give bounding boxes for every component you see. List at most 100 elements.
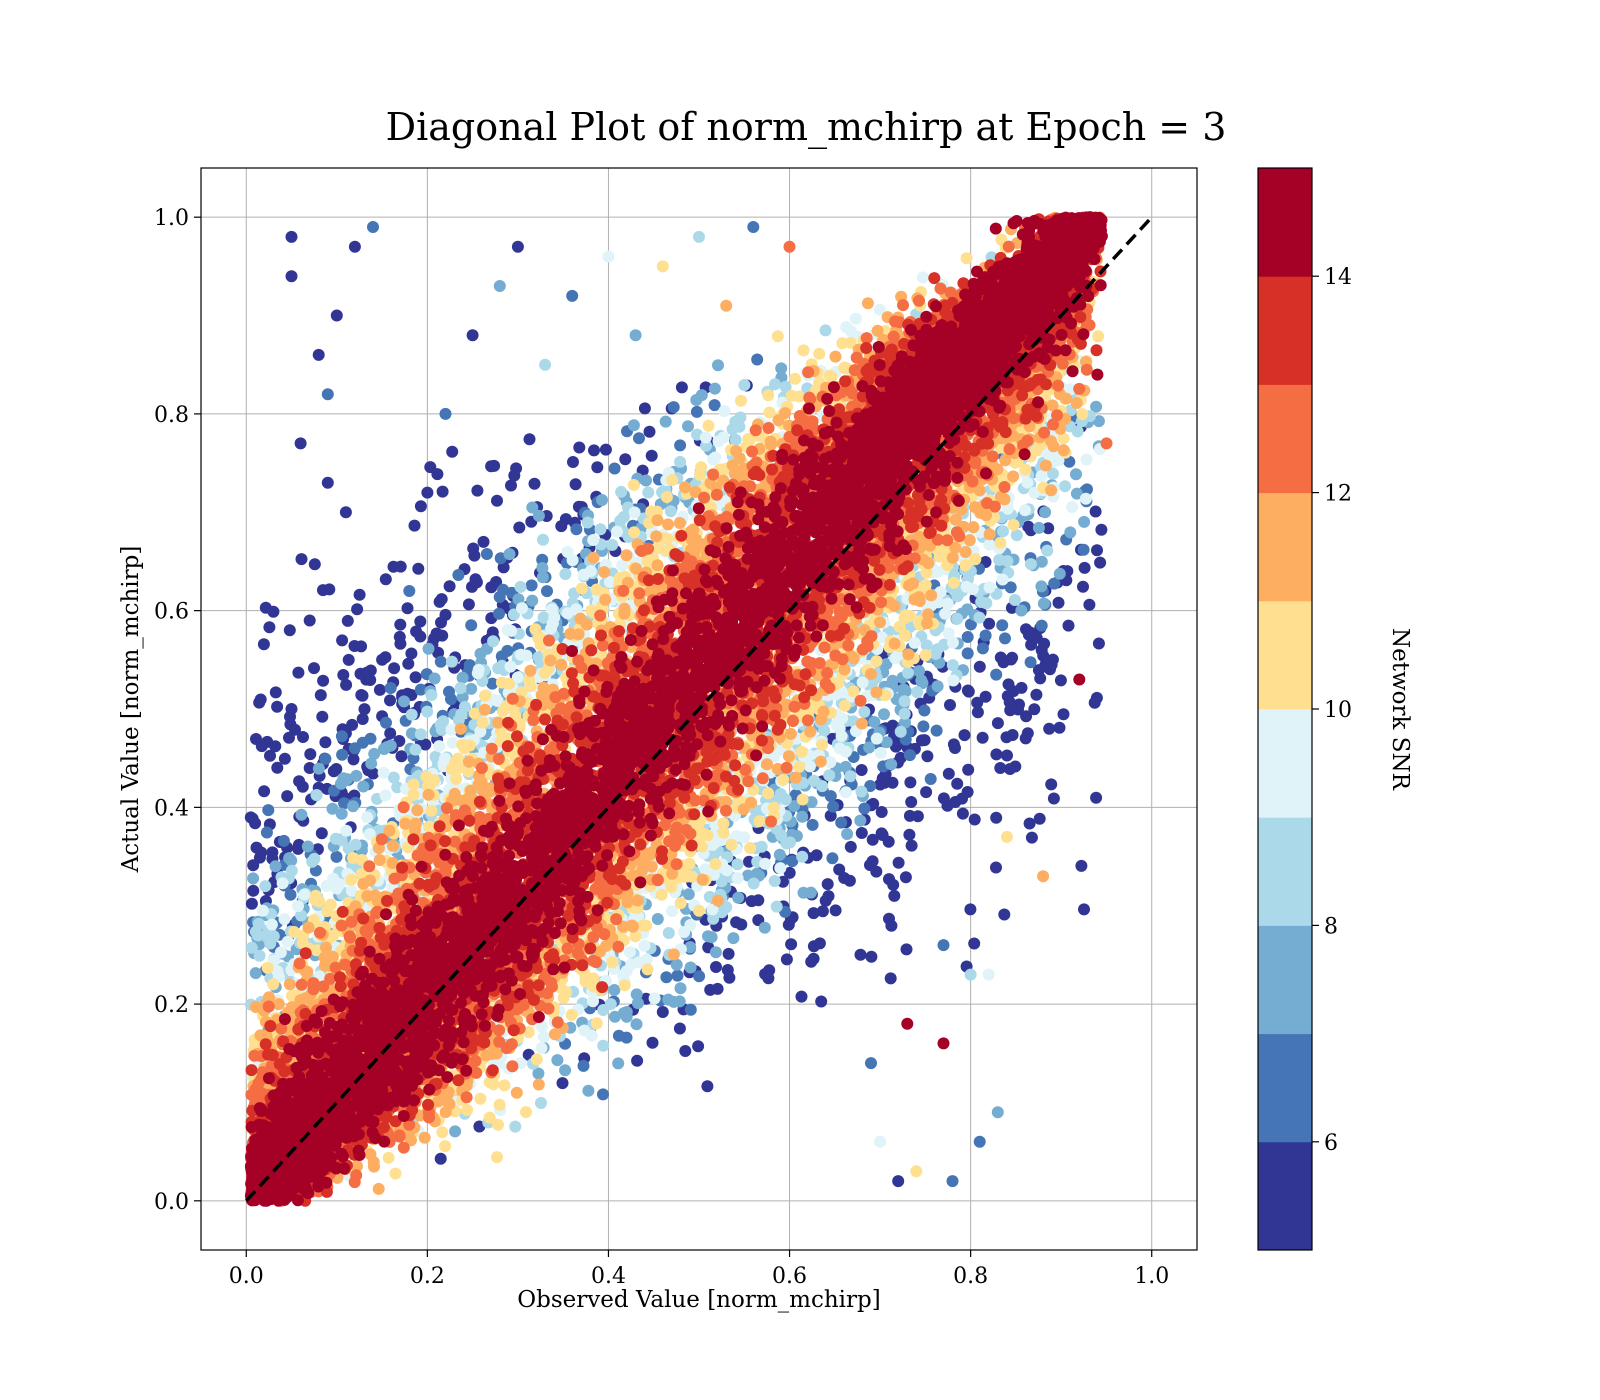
scatter-point xyxy=(498,1079,511,1092)
scatter-point xyxy=(696,873,709,886)
scatter-point xyxy=(619,453,632,466)
scatter-point xyxy=(314,689,327,702)
scatter-point xyxy=(793,760,806,773)
scatter-point xyxy=(577,1059,590,1072)
scatter-point xyxy=(976,642,989,655)
scatter-point xyxy=(646,1036,659,1049)
scatter-point xyxy=(990,811,1003,824)
scatter-point xyxy=(870,655,883,668)
scatter-point xyxy=(666,474,679,487)
scatter-point xyxy=(962,763,975,776)
scatter-point xyxy=(684,1003,697,1016)
scatter-point xyxy=(1053,567,1066,580)
scatter-point xyxy=(818,724,831,737)
scatter-point xyxy=(263,621,276,634)
scatter-point xyxy=(436,485,449,498)
scatter-point xyxy=(944,699,956,711)
scatter-point xyxy=(690,405,703,418)
scatter-point xyxy=(1005,653,1017,666)
scatter-point xyxy=(1063,455,1076,468)
scatter-point xyxy=(810,849,823,862)
scatter-point xyxy=(560,986,573,999)
scatter-point xyxy=(718,405,731,418)
scatter-point xyxy=(422,642,435,655)
scatter-point xyxy=(971,706,984,719)
scatter-point xyxy=(904,776,917,789)
scatter-point xyxy=(1023,817,1036,830)
scatter-point xyxy=(271,761,284,774)
scatter-point xyxy=(656,1006,669,1018)
scatter-point xyxy=(674,439,687,452)
scatter-point xyxy=(335,807,348,820)
scatter-point xyxy=(1045,778,1058,791)
scatter-point xyxy=(755,840,768,853)
scatter-point xyxy=(684,941,697,954)
scatter-point xyxy=(582,1084,595,1097)
scatter-point xyxy=(559,568,572,580)
scatter-point xyxy=(304,748,317,761)
scatter-point xyxy=(1079,492,1092,505)
scatter-point xyxy=(520,1106,532,1119)
scatter-point xyxy=(564,627,577,640)
scatter-point xyxy=(340,773,353,786)
scatter-point xyxy=(458,701,471,713)
scatter-point xyxy=(743,855,755,868)
scatter-point xyxy=(1024,656,1037,669)
scatter-point xyxy=(479,689,492,702)
scatter-point xyxy=(565,1008,578,1021)
scatter-point xyxy=(667,401,680,414)
scatter-point xyxy=(411,804,424,817)
scatter-point xyxy=(990,861,1002,874)
scatter-point xyxy=(1092,415,1105,428)
scatter-point xyxy=(920,786,933,799)
scatter-point xyxy=(907,577,920,590)
scatter-point xyxy=(702,419,715,432)
scatter-point xyxy=(959,546,972,558)
scatter-point xyxy=(915,734,928,747)
scatter-point xyxy=(1004,581,1017,594)
scatter-point xyxy=(303,762,316,774)
scatter-point xyxy=(1095,523,1108,536)
scatter-point xyxy=(829,904,842,917)
scatter-point xyxy=(405,647,418,660)
scatter-point xyxy=(941,597,954,610)
scatter-point xyxy=(874,1135,887,1148)
scatter-point xyxy=(615,485,628,498)
scatter-point xyxy=(302,921,315,934)
scatter-point xyxy=(454,682,467,695)
scatter-point xyxy=(1000,830,1013,843)
scatter-point xyxy=(439,1106,452,1118)
scatter-point xyxy=(425,689,438,701)
scatter-point xyxy=(541,585,553,598)
scatter-point xyxy=(946,636,959,649)
scatter-point xyxy=(964,903,977,916)
scatter-point xyxy=(629,329,642,342)
scatter-point xyxy=(254,693,267,706)
scatter-point xyxy=(768,875,781,887)
scatter-point xyxy=(997,525,1009,538)
scatter-point xyxy=(807,907,820,920)
scatter-point xyxy=(975,596,988,608)
scatter-point xyxy=(1021,727,1034,740)
scatter-point xyxy=(905,839,918,852)
scatter-point xyxy=(510,1086,523,1099)
scatter-point xyxy=(888,637,901,650)
scatter-point xyxy=(1035,555,1048,568)
scatter-point xyxy=(336,634,349,647)
scatter-point xyxy=(674,455,687,468)
scatter-point xyxy=(996,573,1009,586)
scatter-point xyxy=(537,1030,550,1043)
scatter-point xyxy=(384,694,396,707)
scatter-point xyxy=(968,937,981,950)
scatter-point xyxy=(931,680,944,693)
scatter-point xyxy=(991,1106,1004,1119)
scatter-point xyxy=(759,857,772,870)
scatter-point xyxy=(471,484,484,497)
scatter-point xyxy=(854,948,867,961)
scatter-point xyxy=(452,569,465,581)
scatter-point xyxy=(478,703,491,716)
scatter-point xyxy=(439,1140,452,1153)
scatter-point xyxy=(463,739,476,752)
scatter-point xyxy=(414,728,427,741)
scatter-point xyxy=(435,616,447,629)
